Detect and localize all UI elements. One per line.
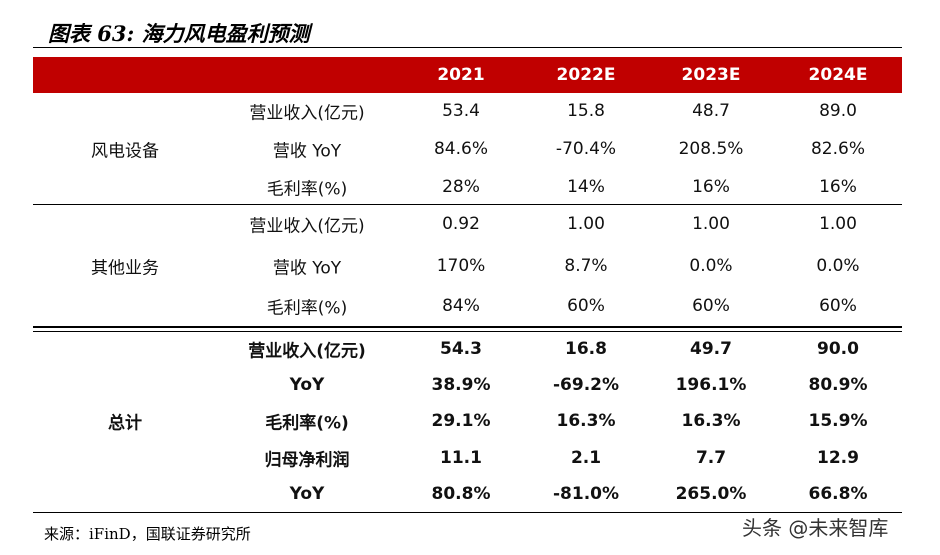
cell: 0.0%	[689, 256, 733, 276]
cell: 89.0	[819, 101, 857, 121]
rule	[33, 512, 902, 513]
cell: -81.0%	[552, 484, 620, 504]
cell: 48.7	[692, 101, 730, 121]
cell: 84.6%	[433, 139, 489, 159]
cell: 53.4	[442, 101, 480, 121]
cell: 15.8	[567, 101, 605, 121]
cell: 196.1%	[675, 375, 747, 395]
cell: 1.00	[567, 214, 605, 234]
header-row	[33, 57, 902, 93]
metric-label: 营收 YoY	[272, 258, 342, 279]
metric-label: 营业收入(亿元)	[248, 341, 366, 362]
cell: 14%	[567, 177, 605, 197]
metric-label: 营业收入(亿元)	[249, 103, 365, 124]
cell: 16%	[819, 177, 857, 197]
cell: 12.9	[817, 448, 859, 468]
cell: 90.0	[817, 339, 859, 359]
group-label: 总计	[108, 413, 142, 434]
cell: 170%	[436, 256, 486, 276]
cell: 15.9%	[808, 411, 868, 431]
rule	[33, 326, 902, 328]
column-header: 2022E	[556, 65, 616, 85]
source: 来源：iFinD，国联证券研究所	[44, 525, 251, 543]
cell: 16%	[692, 177, 730, 197]
cell: 66.8%	[808, 484, 868, 504]
cell: 16.3%	[681, 411, 741, 431]
metric-label: 毛利率(%)	[266, 298, 348, 319]
cell: 49.7	[690, 339, 732, 359]
cell: 1.00	[692, 214, 730, 234]
cell: 60%	[567, 296, 605, 316]
cell: 7.7	[695, 448, 727, 468]
cell: 2.1	[570, 448, 602, 468]
cell: 80.9%	[808, 375, 868, 395]
watermark: 头条 @未来智库	[742, 516, 889, 540]
cell: 80.8%	[431, 484, 491, 504]
cell: 16.3%	[556, 411, 616, 431]
cell: 28%	[442, 177, 480, 197]
cell: 0.0%	[816, 256, 860, 276]
cell: 84%	[442, 296, 480, 316]
cell: 82.6%	[810, 139, 866, 159]
column-header: 2023E	[681, 65, 741, 85]
metric-label: 毛利率(%)	[266, 179, 348, 200]
rule	[33, 331, 902, 332]
metric-label: 毛利率(%)	[265, 413, 349, 434]
cell: 265.0%	[675, 484, 747, 504]
metric-label: 营业收入(亿元)	[249, 216, 365, 237]
column-header: 2024E	[808, 65, 868, 85]
cell: 29.1%	[431, 411, 491, 431]
metric-label: 营收 YoY	[272, 141, 342, 162]
cell: -70.4%	[555, 139, 617, 159]
metric-label: 归母净利润	[264, 450, 350, 471]
cell: 60%	[819, 296, 857, 316]
metric-label: YoY	[289, 484, 325, 504]
cell: -69.2%	[552, 375, 620, 395]
group-label: 风电设备	[91, 141, 159, 162]
group-label: 其他业务	[91, 258, 159, 279]
title: 图表 63: 海力风电盈利预测	[48, 21, 310, 46]
column-header: 2021	[437, 65, 485, 85]
cell: 208.5%	[678, 139, 744, 159]
title-rule	[33, 47, 902, 48]
cell: 38.9%	[431, 375, 491, 395]
cell: 1.00	[819, 214, 857, 234]
cell: 54.3	[440, 339, 482, 359]
rule	[33, 204, 902, 205]
cell: 8.7%	[564, 256, 608, 276]
cell: 16.8	[565, 339, 607, 359]
metric-label: YoY	[289, 375, 325, 395]
cell: 0.92	[442, 214, 480, 234]
cell: 11.1	[440, 448, 482, 468]
cell: 60%	[692, 296, 730, 316]
